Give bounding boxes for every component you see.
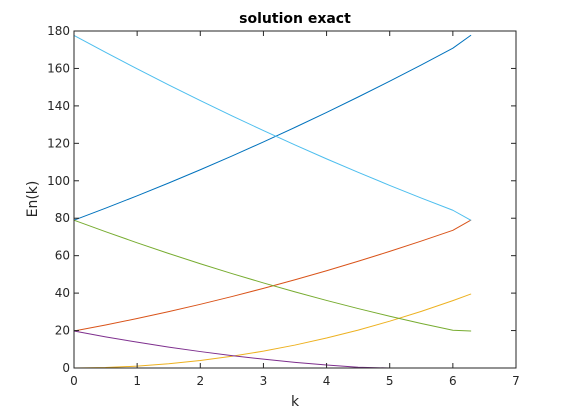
y-tick-label: 60: [55, 249, 70, 263]
x-tick-label: 1: [133, 374, 141, 388]
series-line-1: [73, 34, 472, 221]
x-tick-label: 2: [196, 374, 204, 388]
y-tick-label: 120: [47, 136, 70, 150]
x-tick-label: 0: [70, 374, 78, 388]
y-axis-label: En(k): [25, 181, 41, 218]
series-line-2: [73, 219, 472, 332]
plot-box: [73, 30, 517, 369]
x-tick-label: 5: [386, 374, 394, 388]
series-line-3: [73, 293, 472, 369]
x-tick-label: 6: [449, 374, 457, 388]
chart-title: solution exact: [239, 11, 351, 27]
y-axis-ticks: 0 20 40 60 80 100 120 140 160 180: [47, 24, 516, 375]
x-axis-label: k: [291, 394, 300, 410]
series-line-6: [73, 34, 472, 221]
y-tick-label: 180: [47, 24, 70, 38]
y-tick-label: 140: [47, 99, 70, 113]
series-line-5: [73, 219, 472, 332]
y-tick-label: 20: [55, 324, 70, 338]
y-tick-label: 100: [47, 174, 70, 188]
y-tick-label: 0: [62, 361, 70, 375]
y-tick-label: 160: [47, 61, 70, 75]
x-tick-label: 4: [323, 374, 331, 388]
y-tick-label: 40: [55, 286, 70, 300]
x-tick-label: 7: [512, 374, 520, 388]
x-axis-ticks: 0 1 2 3 4 5 6 7: [70, 31, 520, 388]
plot-area: [74, 31, 516, 368]
y-tick-label: 80: [55, 211, 70, 225]
x-tick-label: 3: [260, 374, 268, 388]
